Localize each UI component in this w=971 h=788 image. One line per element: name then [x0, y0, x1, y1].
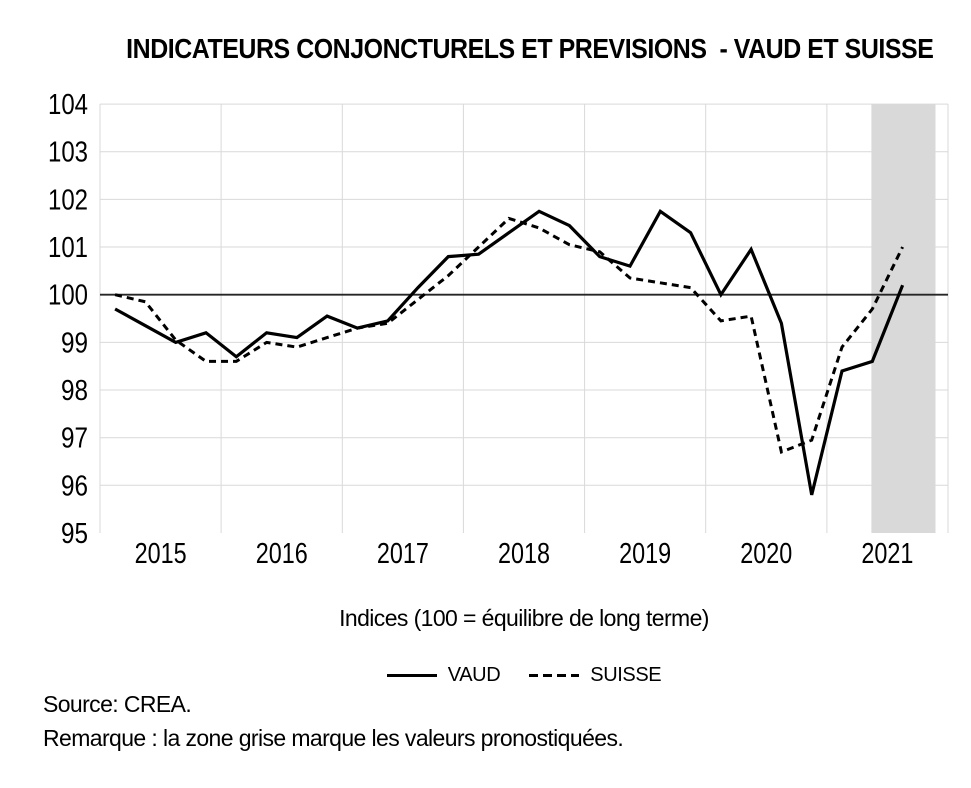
x-tick-label: 2017 — [377, 538, 429, 570]
y-tick-label: 99 — [61, 327, 88, 359]
x-tick-label: 2015 — [135, 538, 187, 570]
forecast-zone — [871, 104, 936, 533]
legend-dashed-line-sample — [529, 674, 580, 677]
x-tick-label: 2019 — [619, 538, 671, 570]
source-note: Source: CREA. — [43, 691, 192, 717]
x-tick-label: 2021 — [861, 538, 913, 570]
chart-legend: VAUD SUISSE — [77, 664, 971, 687]
y-tick-label: 101 — [48, 232, 88, 264]
remark-note: Remarque : la zone grise marque les vale… — [43, 725, 624, 751]
y-tick-label: 95 — [61, 518, 88, 550]
legend-label-suisse: SUISSE — [590, 664, 662, 686]
y-tick-label: 96 — [61, 470, 88, 502]
chart-title: INDICATEURS CONJONCTURELS ET PREVISIONS … — [126, 33, 934, 64]
y-tick-label: 103 — [48, 137, 88, 169]
legend-solid-line-sample — [386, 674, 437, 677]
y-tick-label: 102 — [48, 184, 88, 216]
y-tick-label: 98 — [61, 375, 88, 407]
x-tick-label: 2018 — [498, 538, 550, 570]
axis-caption: Indices (100 = équilibre de long terme) — [339, 605, 709, 631]
y-tick-label: 97 — [61, 423, 88, 455]
y-tick-label: 104 — [48, 89, 88, 121]
chart-plot: 104 103 102 101 100 99 98 97 96 95 2015 2016 2017 201… — [48, 89, 949, 570]
x-tick-label: 2016 — [256, 538, 308, 570]
x-tick-label: 2020 — [740, 538, 792, 570]
y-tick-label: 100 — [48, 280, 88, 312]
series-suisse-line — [114, 216, 904, 455]
legend-label-vaud: VAUD — [447, 664, 501, 686]
series-vaud-line — [114, 208, 905, 496]
